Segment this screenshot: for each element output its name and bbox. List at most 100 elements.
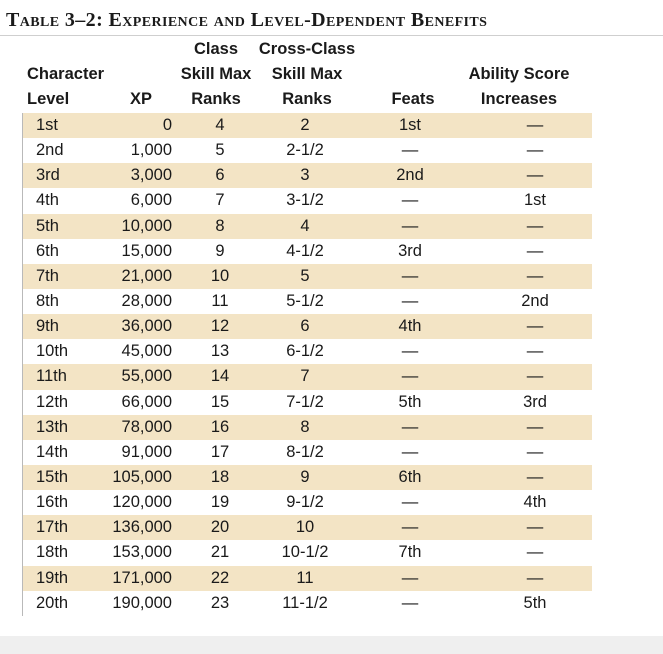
class-skill-ranks-cell: 17	[210, 442, 230, 461]
class-skill-ranks-cell: 23	[210, 593, 230, 612]
ability-score-cell: —	[478, 314, 592, 340]
xp-cell: 21,000	[90, 263, 172, 289]
feats-cell: 2nd	[342, 163, 478, 189]
table-row: 9th 36,000 12 6 4th —	[22, 314, 592, 340]
cross-class-skill-ranks-cell: 6	[268, 314, 342, 340]
header-cross-line2: Skill Max	[271, 65, 343, 83]
ability-score-cell: —	[478, 364, 592, 390]
ability-score-cell: —	[478, 163, 592, 189]
feats-cell: 1st	[342, 113, 478, 139]
feats-cell: 7th	[398, 543, 422, 562]
ability-score-cell: —	[478, 263, 592, 289]
feats-cell: —	[401, 292, 419, 311]
class-skill-ranks-cell: 7	[215, 191, 225, 210]
feats-cell: —	[401, 493, 419, 512]
level-cell: 10th	[36, 342, 69, 361]
feats-cell: —	[401, 442, 419, 461]
level-cell: 9th	[22, 314, 90, 340]
feats-cell: 3rd	[398, 241, 422, 260]
xp-cell: 153,000	[112, 543, 172, 562]
xp-cell: 15,000	[121, 241, 172, 260]
cross-class-skill-ranks-cell: 8-1/2	[286, 442, 324, 461]
table-row: 10th 45,000 13 6-1/2 — —	[22, 339, 592, 364]
ability-score-cell: —	[526, 342, 544, 361]
cross-class-skill-ranks-cell: 9-1/2	[286, 493, 324, 512]
table-row: 5th 10,000 8 4— —	[22, 213, 592, 239]
level-cell: 4th	[36, 191, 59, 210]
ability-score-cell: —	[478, 414, 592, 440]
experience-table: 1st 0 4 2 1st —2nd 1,000 5 2-1/2— —3rd 3,000 6 3 2nd —…	[22, 113, 592, 616]
class-skill-ranks-cell: 10	[172, 263, 268, 289]
xp-cell: 36,000	[90, 314, 172, 340]
table-body: 1st 0 4 2 1st —2nd 1,000 5 2-1/2— —3rd 3,000 6 3 2nd —…	[22, 113, 592, 616]
cross-class-skill-ranks-cell: 11	[268, 565, 342, 591]
level-cell: 19th	[22, 565, 90, 591]
table-row: 3rd 3,000 6 3 2nd —	[22, 163, 592, 189]
table-row: 12th 66,000 15 7-1/2 5th 3rd	[22, 390, 592, 415]
level-cell: 14th	[36, 442, 69, 461]
level-cell: 3rd	[22, 163, 90, 189]
ability-score-cell: —	[526, 442, 544, 461]
level-cell: 5th	[22, 213, 90, 239]
ability-score-cell: 3rd	[523, 392, 547, 411]
header-ability-line2: Increases	[480, 90, 558, 108]
header-xp: XP	[129, 90, 153, 108]
cross-class-skill-ranks-cell: 9	[268, 464, 342, 491]
level-cell: 15th	[22, 464, 90, 491]
ability-score-cell: —	[478, 565, 592, 591]
ability-score-cell: 1st	[523, 191, 546, 210]
feats-cell: —	[342, 515, 478, 541]
class-skill-ranks-cell: 12	[172, 314, 268, 340]
xp-cell: 10,000	[90, 213, 172, 239]
class-skill-ranks-cell: 11	[211, 292, 229, 311]
cross-class-skill-ranks-cell: 11-1/2	[282, 593, 328, 612]
class-skill-ranks-cell: 20	[172, 515, 268, 541]
ability-score-cell: —	[478, 113, 592, 139]
table-row: 15th 105,000 18 9 6th —	[22, 464, 592, 491]
xp-cell: 78,000	[90, 414, 172, 440]
xp-cell: 28,000	[121, 292, 172, 311]
table-row: 7th 21,000 10 5— —	[22, 263, 592, 289]
feats-cell: —	[401, 342, 419, 361]
ability-score-cell: —	[478, 515, 592, 541]
ability-score-cell: 4th	[523, 493, 547, 512]
table-row: 2nd 1,000 5 2-1/2 — —	[22, 138, 592, 163]
page-bottom-band	[0, 636, 663, 654]
class-skill-ranks-cell: 9	[215, 241, 225, 260]
header-cross-line3: Ranks	[282, 90, 332, 108]
cross-class-skill-ranks-cell: 3-1/2	[286, 191, 324, 210]
feats-cell: —	[342, 364, 478, 390]
xp-cell: 66,000	[121, 392, 172, 411]
cross-class-skill-ranks-cell: 3	[268, 163, 342, 189]
feats-cell: 6th	[342, 464, 478, 491]
class-skill-ranks-cell: 15	[210, 392, 230, 411]
header-class-line1: Class	[193, 40, 239, 58]
header-level: Level	[27, 90, 70, 108]
class-skill-ranks-cell: 6	[172, 163, 268, 189]
feats-cell: —	[401, 141, 419, 160]
feats-cell: —	[342, 414, 478, 440]
level-cell: 16th	[36, 493, 69, 512]
table-row: 6th 15,000 9 4-1/2 3rd —	[22, 239, 592, 264]
header-class-line3: Ranks	[191, 90, 241, 108]
table-row: 14th 91,000 17 8-1/2 — —	[22, 440, 592, 465]
feats-cell: 4th	[342, 314, 478, 340]
cross-class-skill-ranks-cell: 6-1/2	[286, 342, 324, 361]
class-skill-ranks-cell: 19	[210, 493, 230, 512]
cross-class-skill-ranks-cell: 2-1/2	[286, 141, 324, 160]
xp-cell: 190,000	[112, 593, 172, 612]
level-cell: 17th	[22, 515, 90, 541]
xp-cell: 120,000	[112, 493, 172, 512]
class-skill-ranks-cell: 13	[210, 342, 230, 361]
header-ability-line1: Ability Score	[468, 65, 570, 83]
table-row: 4th 6,000 7 3-1/2 — 1st	[22, 188, 592, 213]
ability-score-cell: —	[478, 213, 592, 239]
cross-class-skill-ranks-cell: 7	[268, 364, 342, 390]
table-row: 8th 28,000 11 5-1/2 — 2nd	[22, 289, 592, 314]
xp-cell: 6,000	[130, 191, 172, 210]
table-row: 19th 171,000 22 11— —	[22, 565, 592, 591]
ability-score-cell: 5th	[523, 593, 547, 612]
class-skill-ranks-cell: 5	[215, 141, 225, 160]
feats-cell: 5th	[398, 392, 422, 411]
